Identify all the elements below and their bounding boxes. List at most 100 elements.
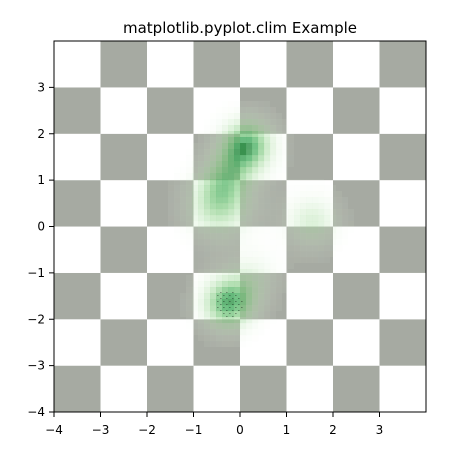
heatmap-cell [228, 215, 235, 222]
heatmap-cell [204, 209, 211, 216]
heatmap-cell [186, 191, 193, 198]
heatmap-cell [288, 227, 295, 234]
checker-cell [100, 180, 148, 227]
heatmap-cell [222, 287, 229, 294]
heatmap-cell [300, 233, 307, 240]
heatmap-cell [246, 227, 253, 234]
heatmap-cell [258, 161, 265, 168]
heatmap-cell [252, 167, 259, 174]
heatmap-cell [288, 203, 295, 210]
heatmap-cell [216, 317, 223, 324]
heatmap-peak-speckle [235, 301, 237, 303]
heatmap-cell [252, 299, 259, 306]
heatmap-cell [222, 173, 229, 180]
heatmap-cell [246, 131, 253, 138]
checker-cell [147, 41, 194, 88]
checker-cell [379, 41, 426, 88]
heatmap-cell [288, 209, 295, 216]
checker-cell [147, 272, 194, 320]
checker-cell [100, 133, 148, 181]
heatmap-cell [186, 233, 193, 240]
green-heatmap-overlay [168, 101, 355, 348]
heatmap-cell [246, 155, 253, 162]
heatmap-cell [198, 335, 205, 342]
checker-cell [193, 319, 241, 366]
heatmap-cell [282, 233, 289, 240]
heatmap-cell [204, 131, 211, 138]
heatmap-cell [300, 191, 307, 198]
heatmap-cell [240, 329, 247, 336]
checker-cell [286, 226, 334, 273]
heatmap-cell [216, 293, 223, 300]
heatmap-cell [198, 275, 205, 282]
heatmap-cell [270, 305, 277, 312]
heatmap-cell [240, 251, 247, 258]
heatmap-cell [258, 209, 265, 216]
heatmap-cell [174, 167, 181, 174]
heatmap-cell [252, 287, 259, 294]
heatmap-cell [246, 305, 253, 312]
heatmap-cell [174, 215, 181, 222]
heatmap-cell [228, 155, 235, 162]
heatmap-cell [252, 197, 259, 204]
heatmap-cell [288, 239, 295, 246]
heatmap-cell [234, 299, 241, 306]
heatmap-cell [252, 149, 259, 156]
heatmap-cell [192, 149, 199, 156]
heatmap-cell [240, 299, 247, 306]
heatmap-cell [276, 293, 283, 300]
heatmap-cell [264, 179, 271, 186]
heatmap-cell [216, 113, 223, 120]
heatmap-cell [276, 119, 283, 126]
heatmap-cell [258, 197, 265, 204]
heatmap-cell [246, 119, 253, 126]
heatmap-cell [210, 125, 217, 132]
heatmap-peak-speckle [238, 304, 240, 306]
heatmap-peak-speckle [235, 295, 237, 297]
heatmap-cell [180, 215, 187, 222]
checker-cell [286, 272, 334, 320]
heatmap-cell [258, 245, 265, 252]
heatmap-cell [240, 287, 247, 294]
heatmap-cell [246, 287, 253, 294]
checker-cell [240, 41, 287, 88]
heatmap-cell [324, 185, 331, 192]
heatmap-cell [288, 143, 295, 150]
heatmap-cell [240, 101, 247, 108]
heatmap-peak-speckle [229, 313, 231, 315]
heatmap-cell [282, 245, 289, 252]
checker-cell [147, 133, 194, 181]
heatmap-peak-speckle [217, 307, 219, 309]
heatmap-cell [270, 137, 277, 144]
heatmap-cell [204, 269, 211, 276]
heatmap-cell [294, 185, 301, 192]
heatmap-cell [168, 221, 175, 228]
heatmap-cell [306, 191, 313, 198]
heatmap-cell [252, 269, 259, 276]
heatmap-cell [216, 191, 223, 198]
heatmap-cell [258, 143, 265, 150]
heatmap-cell [258, 221, 265, 228]
checkerboard-background [54, 41, 426, 412]
heatmap-cell [276, 245, 283, 252]
heatmap-cell [210, 317, 217, 324]
checker-cell [100, 41, 148, 88]
heatmap-cell [240, 119, 247, 126]
heatmap-cell [252, 335, 259, 342]
heatmap-cell [204, 155, 211, 162]
heatmap-cell [264, 173, 271, 180]
heatmap-cell [318, 257, 325, 264]
heatmap-peak-speckle [226, 310, 228, 312]
heatmap-cell [234, 167, 241, 174]
checker-cell [100, 226, 148, 273]
heatmap-cell [264, 293, 271, 300]
heatmap-peak-speckle [229, 307, 231, 309]
heatmap-cell [282, 281, 289, 288]
heatmap-cell [204, 323, 211, 330]
heatmap-cell [264, 143, 271, 150]
heatmap-cell [216, 263, 223, 270]
heatmap-cell [198, 131, 205, 138]
heatmap-cell [240, 341, 247, 348]
heatmap-cell [336, 221, 343, 228]
heatmap-cell [264, 317, 271, 324]
